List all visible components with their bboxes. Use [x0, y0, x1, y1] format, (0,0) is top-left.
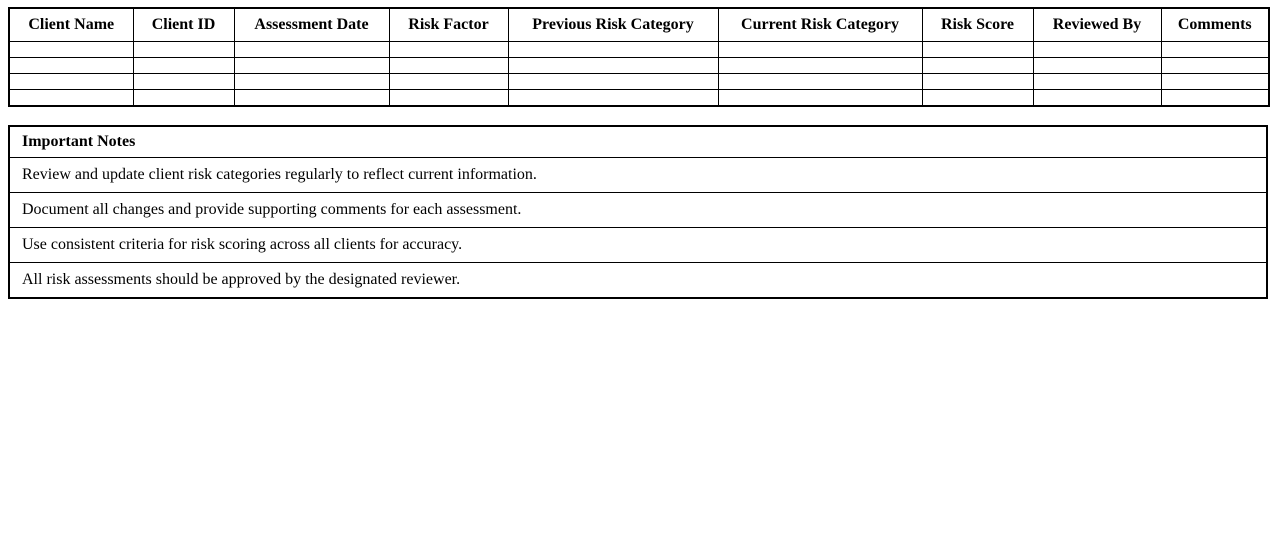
empty-cell-reviewed-by[interactable]	[1032, 41, 1162, 58]
empty-cell-risk-score[interactable]	[921, 41, 1034, 58]
empty-cell-previous-risk-category[interactable]	[507, 57, 719, 74]
note-row: Use consistent criteria for risk scoring…	[8, 227, 1268, 263]
risk-table-empty-row	[8, 41, 1270, 58]
risk-assessment-table: Client Name Client ID Assessment Date Ri…	[8, 7, 1270, 107]
note-item: Document all changes and provide support…	[8, 192, 1268, 228]
column-header-risk-factor: Risk Factor	[388, 7, 509, 42]
empty-cell-client-id[interactable]	[132, 57, 235, 74]
note-item: All risk assessments should be approved …	[8, 262, 1268, 299]
note-row: All risk assessments should be approved …	[8, 262, 1268, 299]
risk-table-empty-row	[8, 73, 1270, 90]
column-header-current-risk-category: Current Risk Category	[717, 7, 923, 42]
empty-cell-client-name[interactable]	[8, 57, 134, 74]
empty-cell-risk-factor[interactable]	[388, 57, 509, 74]
empty-cell-risk-factor[interactable]	[388, 73, 509, 90]
empty-cell-risk-score[interactable]	[921, 89, 1034, 107]
empty-cell-risk-score[interactable]	[921, 73, 1034, 90]
column-header-client-id: Client ID	[132, 7, 235, 42]
empty-cell-client-name[interactable]	[8, 89, 134, 107]
empty-cell-reviewed-by[interactable]	[1032, 57, 1162, 74]
notes-title-row: Important Notes	[8, 125, 1268, 158]
empty-cell-current-risk-category[interactable]	[717, 57, 923, 74]
empty-cell-comments[interactable]	[1160, 41, 1270, 58]
important-notes-table: Important Notes Review and update client…	[8, 125, 1268, 299]
empty-cell-risk-score[interactable]	[921, 57, 1034, 74]
empty-cell-assessment-date[interactable]	[233, 89, 390, 107]
document-page: Client Name Client ID Assessment Date Ri…	[8, 7, 1270, 299]
empty-cell-comments[interactable]	[1160, 73, 1270, 90]
risk-table-empty-row	[8, 89, 1270, 107]
column-header-assessment-date: Assessment Date	[233, 7, 390, 42]
empty-cell-comments[interactable]	[1160, 57, 1270, 74]
risk-table-header-row: Client Name Client ID Assessment Date Ri…	[8, 7, 1270, 42]
empty-cell-assessment-date[interactable]	[233, 57, 390, 74]
note-item: Review and update client risk categories…	[8, 157, 1268, 193]
empty-cell-risk-factor[interactable]	[388, 89, 509, 107]
empty-cell-current-risk-category[interactable]	[717, 73, 923, 90]
empty-cell-reviewed-by[interactable]	[1032, 89, 1162, 107]
empty-cell-comments[interactable]	[1160, 89, 1270, 107]
empty-cell-reviewed-by[interactable]	[1032, 73, 1162, 90]
empty-cell-previous-risk-category[interactable]	[507, 41, 719, 58]
empty-cell-client-id[interactable]	[132, 89, 235, 107]
risk-table-empty-row	[8, 57, 1270, 74]
empty-cell-client-id[interactable]	[132, 41, 235, 58]
empty-cell-client-name[interactable]	[8, 41, 134, 58]
empty-cell-client-name[interactable]	[8, 73, 134, 90]
notes-title: Important Notes	[8, 125, 1268, 158]
empty-cell-current-risk-category[interactable]	[717, 41, 923, 58]
empty-cell-assessment-date[interactable]	[233, 73, 390, 90]
column-header-risk-score: Risk Score	[921, 7, 1034, 42]
note-row: Review and update client risk categories…	[8, 157, 1268, 193]
empty-cell-risk-factor[interactable]	[388, 41, 509, 58]
empty-cell-current-risk-category[interactable]	[717, 89, 923, 107]
note-item: Use consistent criteria for risk scoring…	[8, 227, 1268, 263]
column-header-previous-risk-category: Previous Risk Category	[507, 7, 719, 42]
empty-cell-previous-risk-category[interactable]	[507, 89, 719, 107]
note-row: Document all changes and provide support…	[8, 192, 1268, 228]
empty-cell-previous-risk-category[interactable]	[507, 73, 719, 90]
empty-cell-client-id[interactable]	[132, 73, 235, 90]
empty-cell-assessment-date[interactable]	[233, 41, 390, 58]
column-header-comments: Comments	[1160, 7, 1270, 42]
column-header-client-name: Client Name	[8, 7, 134, 42]
column-header-reviewed-by: Reviewed By	[1032, 7, 1162, 42]
